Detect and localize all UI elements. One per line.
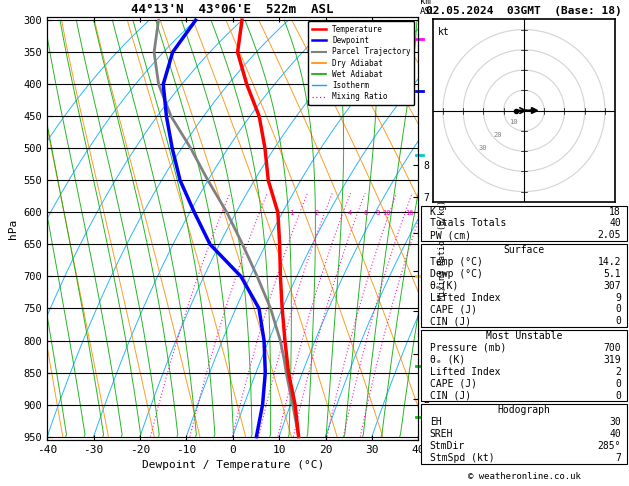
Text: 40: 40 xyxy=(610,218,621,228)
Bar xyxy=(421,404,627,464)
Text: θₑ(K): θₑ(K) xyxy=(430,281,459,291)
Text: Totals Totals: Totals Totals xyxy=(430,218,506,228)
Text: 2.05: 2.05 xyxy=(598,230,621,240)
Text: © weatheronline.co.uk: © weatheronline.co.uk xyxy=(468,472,581,481)
Text: K: K xyxy=(430,207,435,217)
Text: 319: 319 xyxy=(603,355,621,365)
Text: θₑ (K): θₑ (K) xyxy=(430,355,465,365)
Text: 6: 6 xyxy=(364,210,368,216)
Text: Lifted Index: Lifted Index xyxy=(430,293,500,303)
Bar xyxy=(421,244,627,327)
Text: 10: 10 xyxy=(382,210,391,216)
Text: CAPE (J): CAPE (J) xyxy=(430,379,477,389)
Text: 0: 0 xyxy=(615,379,621,389)
Text: 14.2: 14.2 xyxy=(598,257,621,267)
Text: 20: 20 xyxy=(494,132,502,138)
Text: Lifted Index: Lifted Index xyxy=(430,367,500,377)
Text: Hodograph: Hodograph xyxy=(498,405,551,415)
Text: 0: 0 xyxy=(615,391,621,400)
Text: Surface: Surface xyxy=(504,245,545,255)
Text: 18: 18 xyxy=(610,207,621,217)
Text: SREH: SREH xyxy=(430,429,453,439)
Text: LCL: LCL xyxy=(426,354,442,363)
Text: 307: 307 xyxy=(603,281,621,291)
Text: CIN (J): CIN (J) xyxy=(430,391,470,400)
Text: 0: 0 xyxy=(615,304,621,314)
Text: 40: 40 xyxy=(610,429,621,439)
X-axis label: Dewpoint / Temperature (°C): Dewpoint / Temperature (°C) xyxy=(142,460,324,470)
Text: 2: 2 xyxy=(615,367,621,377)
Text: Dewp (°C): Dewp (°C) xyxy=(430,269,482,279)
Text: CAPE (J): CAPE (J) xyxy=(430,304,477,314)
Text: kt: kt xyxy=(438,27,450,37)
Bar xyxy=(421,206,627,241)
Text: 30: 30 xyxy=(479,145,487,151)
Text: Temp (°C): Temp (°C) xyxy=(430,257,482,267)
Text: 16: 16 xyxy=(406,210,414,216)
Text: 4: 4 xyxy=(347,210,352,216)
Text: EH: EH xyxy=(430,417,442,427)
Legend: Temperature, Dewpoint, Parcel Trajectory, Dry Adiabat, Wet Adiabat, Isotherm, Mi: Temperature, Dewpoint, Parcel Trajectory… xyxy=(308,21,415,105)
Text: 02.05.2024  03GMT  (Base: 18): 02.05.2024 03GMT (Base: 18) xyxy=(426,6,622,16)
Text: 700: 700 xyxy=(603,343,621,353)
Y-axis label: hPa: hPa xyxy=(8,218,18,239)
Text: 7: 7 xyxy=(615,453,621,463)
Text: CIN (J): CIN (J) xyxy=(430,316,470,327)
Text: StmDir: StmDir xyxy=(430,441,465,451)
Text: 25: 25 xyxy=(438,210,447,216)
Text: PW (cm): PW (cm) xyxy=(430,230,470,240)
Text: 285°: 285° xyxy=(598,441,621,451)
Bar xyxy=(421,330,627,401)
Text: 30: 30 xyxy=(610,417,621,427)
Text: km
ASL: km ASL xyxy=(420,0,437,16)
Text: 10: 10 xyxy=(509,119,517,125)
Text: Pressure (mb): Pressure (mb) xyxy=(430,343,506,353)
Text: 9: 9 xyxy=(615,293,621,303)
Text: 2: 2 xyxy=(315,210,319,216)
Text: 0: 0 xyxy=(615,316,621,327)
Text: 20: 20 xyxy=(421,210,430,216)
Text: 8: 8 xyxy=(375,210,379,216)
Text: 5.1: 5.1 xyxy=(603,269,621,279)
Text: Mixing Ratio  (g/kg): Mixing Ratio (g/kg) xyxy=(438,200,447,299)
Text: 1: 1 xyxy=(289,210,294,216)
Title: 44°13'N  43°06'E  522m  ASL: 44°13'N 43°06'E 522m ASL xyxy=(131,3,334,16)
Text: StmSpd (kt): StmSpd (kt) xyxy=(430,453,494,463)
Text: Most Unstable: Most Unstable xyxy=(486,331,562,341)
